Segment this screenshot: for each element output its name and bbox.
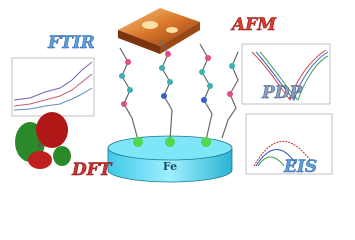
- shape-polygon: [118, 30, 160, 54]
- eis-label: EIS: [283, 157, 317, 177]
- shape-path: [255, 149, 297, 167]
- shape-circle: [167, 79, 173, 85]
- shape-circle: [207, 83, 213, 89]
- shape-circle: [125, 59, 131, 65]
- fe-label: Fe: [163, 160, 177, 173]
- shape-circle: [165, 137, 175, 147]
- shape-rect: [245, 113, 333, 175]
- shape-path: [255, 51, 329, 101]
- ftir-label: FTIR: [47, 33, 95, 53]
- shape-ellipse: [166, 27, 178, 33]
- shape-circle: [159, 65, 165, 71]
- shape-circle: [227, 91, 233, 97]
- shape-path: [257, 156, 285, 167]
- afm-image: [118, 8, 200, 54]
- eis-plot: [245, 113, 333, 175]
- shape-polyline: [13, 87, 93, 111]
- shape-path: [251, 49, 327, 102]
- shape-circle: [38, 143, 42, 147]
- shape-polygon: [118, 8, 200, 46]
- shape-ellipse: [53, 146, 71, 166]
- shape-circle: [205, 55, 211, 61]
- shape-circle: [161, 93, 167, 99]
- shape-rect: [11, 57, 95, 117]
- shape-circle: [201, 137, 211, 147]
- ftir-plot: [11, 57, 95, 117]
- shape-circle: [119, 73, 125, 79]
- dft-orbital: [15, 112, 71, 169]
- pdp-plot: [241, 43, 331, 105]
- shape-circle: [229, 63, 235, 69]
- dft-label: DFT: [71, 160, 113, 180]
- afm-label: AFM: [230, 15, 277, 35]
- shape-circle: [165, 51, 171, 57]
- shape-path: [253, 141, 311, 167]
- shape-circle: [121, 101, 127, 107]
- shape-circle: [133, 137, 143, 147]
- shape-polyline: [13, 61, 93, 101]
- shape-polygon: [160, 22, 200, 54]
- shape-circle: [201, 97, 207, 103]
- atoms: [119, 51, 235, 147]
- shape-path: [259, 51, 329, 101]
- shape-circle: [199, 69, 205, 75]
- pdp-label: PDP: [261, 83, 304, 103]
- graphical-abstract: FTIR AFM PDP DFT EIS Fe: [11, 8, 333, 183]
- shape-ellipse: [142, 21, 158, 29]
- shape-ellipse: [36, 112, 68, 148]
- shape-ellipse: [28, 151, 52, 169]
- shape-circle: [127, 87, 133, 93]
- shape-polyline: [13, 73, 93, 107]
- molecules: [119, 39, 239, 141]
